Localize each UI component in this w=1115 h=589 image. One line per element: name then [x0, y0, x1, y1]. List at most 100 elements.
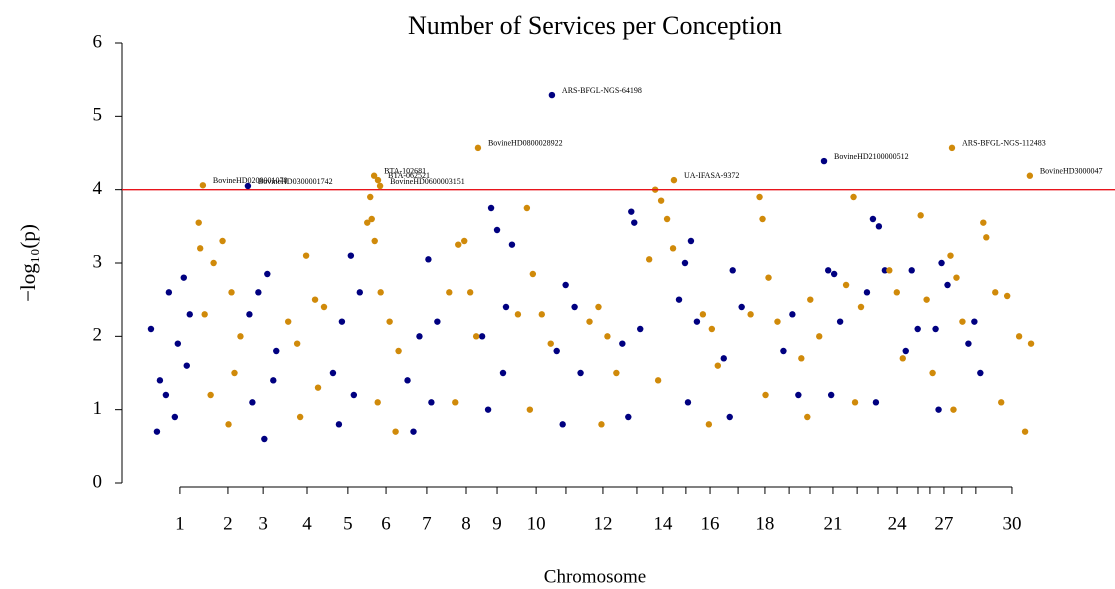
x-tick-label: 10 — [527, 513, 546, 534]
snp-point — [547, 340, 554, 347]
snp-point — [171, 413, 179, 421]
snp-point — [759, 215, 766, 223]
snp-point — [338, 318, 346, 325]
snp-point — [174, 340, 182, 347]
x-tick-label: 30 — [1002, 513, 1021, 534]
snp-point — [654, 377, 662, 384]
snp-point — [156, 377, 164, 384]
annotated-point — [474, 144, 482, 152]
snp-point — [356, 289, 363, 296]
snp-point — [774, 318, 781, 325]
snp-point — [807, 296, 814, 303]
snp-point — [699, 311, 707, 318]
snp-point — [637, 325, 644, 333]
snp-point — [508, 241, 516, 248]
snp-point — [998, 399, 1005, 406]
snp-point — [902, 347, 909, 355]
x-tick-label: 6 — [381, 513, 391, 534]
snp-point — [237, 333, 244, 340]
snp-point — [225, 421, 232, 428]
annotated-point — [948, 144, 956, 152]
snp-point — [613, 369, 620, 377]
snp-point — [645, 256, 653, 263]
snp-point — [219, 237, 226, 245]
snp-point — [347, 252, 355, 259]
snp-point — [1021, 428, 1029, 435]
snp-point — [816, 333, 823, 340]
x-tick-label: 27 — [934, 513, 953, 534]
snp-point — [386, 318, 393, 325]
snp-point — [329, 369, 337, 377]
snp-point — [604, 333, 611, 340]
snp-point — [538, 311, 545, 318]
snp-point — [466, 289, 474, 296]
snp-point — [472, 333, 480, 340]
snp-point — [207, 391, 214, 399]
annotation: ARS-BFGL-NGS-64198 — [562, 86, 642, 95]
snp-point — [553, 347, 560, 355]
snp-point — [595, 303, 602, 311]
snp-point — [863, 289, 871, 296]
snp-point — [147, 325, 155, 333]
snp-point — [1027, 340, 1035, 347]
snp-point — [729, 267, 736, 274]
x-axis-label: Chromosome — [544, 566, 646, 587]
snp-point — [684, 399, 692, 406]
snp-point — [869, 215, 877, 223]
annotated-point — [244, 182, 252, 190]
snp-point — [559, 421, 566, 428]
snp-point — [523, 204, 531, 212]
snp-point — [335, 421, 343, 428]
snp-point — [484, 406, 492, 413]
snp-point — [562, 281, 569, 289]
snp-point — [196, 245, 204, 252]
snp-point — [631, 219, 638, 226]
snp-point — [493, 226, 501, 234]
snp-point — [899, 355, 906, 362]
annotated-point — [199, 182, 207, 189]
x-tick-label: 7 — [422, 513, 432, 534]
snp-point — [577, 369, 584, 377]
snp-point — [886, 267, 893, 274]
snp-point — [850, 193, 857, 201]
x-tick-label: 21 — [823, 513, 842, 534]
snp-point — [932, 325, 939, 333]
y-tick-label: 4 — [93, 178, 103, 199]
snp-point — [446, 289, 453, 296]
snp-point — [977, 369, 984, 377]
snp-point — [246, 311, 253, 318]
x-tick-label: 14 — [653, 513, 673, 534]
snp-point — [947, 252, 954, 259]
annotation: BTA-062521 — [388, 171, 430, 180]
chart-title: Number of Services per Conception — [408, 11, 782, 40]
x-tick-label: 4 — [302, 513, 312, 534]
snp-point — [461, 237, 468, 245]
snp-point — [434, 318, 441, 325]
snp-point — [765, 274, 772, 281]
snp-point — [681, 259, 689, 267]
x-tick-label: 16 — [701, 513, 720, 534]
y-tick-label: 5 — [93, 105, 103, 126]
annotated-point — [1026, 172, 1034, 179]
snp-point — [270, 377, 277, 384]
x-tick-label: 2 — [223, 513, 233, 534]
snp-point — [830, 270, 838, 278]
snp-point — [944, 281, 951, 289]
x-tick-label: 8 — [461, 513, 471, 534]
snp-point — [311, 296, 319, 303]
snp-point — [881, 267, 889, 274]
snp-point — [857, 303, 865, 311]
y-axis-label: −log₁₀(p) — [16, 224, 40, 302]
snp-point — [747, 311, 754, 318]
snp-point — [720, 355, 727, 362]
snp-point — [231, 369, 238, 377]
snp-point — [526, 406, 534, 413]
annotated-point — [548, 91, 556, 99]
snp-point — [756, 193, 763, 201]
y-tick-label: 2 — [93, 325, 103, 346]
snp-point — [320, 303, 328, 311]
snp-point — [780, 347, 787, 355]
snp-point — [455, 241, 462, 248]
snp-point — [893, 289, 900, 296]
